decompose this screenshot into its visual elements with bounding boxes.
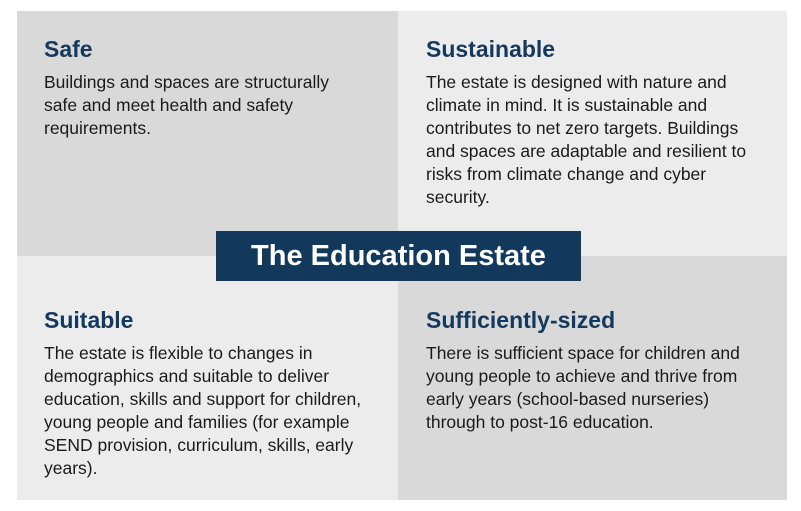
quadrant-body: The estate is flexible to changes in dem… — [44, 343, 362, 478]
quadrant-heading: Sustainable — [426, 36, 556, 62]
quadrant-heading: Sufficiently-sized — [426, 307, 616, 333]
quadrant-sufficiently-sized: Sufficiently-sized There is sufficient s… — [398, 256, 787, 500]
quadrant-safe: Safe Buildings and spaces are structural… — [17, 11, 398, 256]
quadrant-heading: Suitable — [44, 307, 134, 333]
quadrant-body: The estate is designed with nature and c… — [426, 72, 747, 207]
title-banner: The Education Estate — [216, 231, 581, 281]
quadrant-body: There is sufficient space for children a… — [426, 343, 740, 432]
quadrant-body: Buildings and spaces are structurally sa… — [44, 72, 330, 138]
quadrant-sustainable: Sustainable The estate is designed with … — [398, 11, 787, 256]
quadrant-suitable: Suitable The estate is flexible to chang… — [17, 256, 398, 500]
quadrant-heading: Safe — [44, 36, 93, 62]
